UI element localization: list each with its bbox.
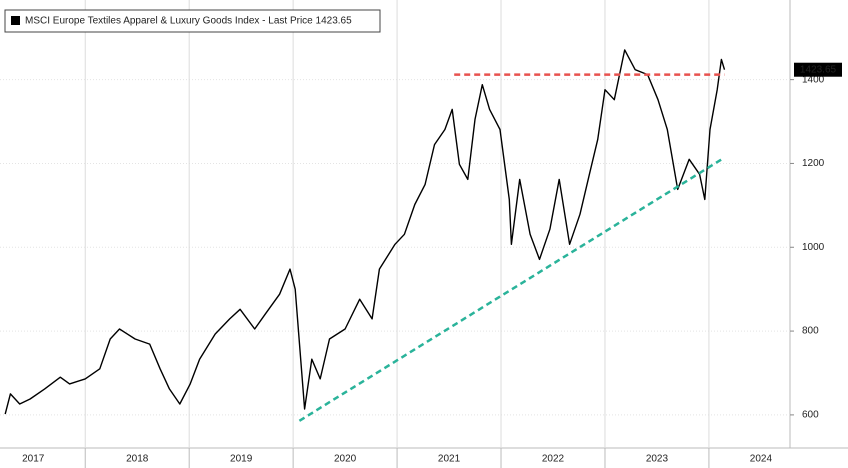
x-tick-label: 2018 — [126, 454, 149, 465]
legend-box — [4, 9, 381, 33]
legend-label: MSCI Europe Textiles Apparel & Luxury Go… — [25, 16, 352, 27]
y-tick-label: 1000 — [802, 242, 825, 253]
x-tick-label: 2024 — [750, 454, 773, 465]
last-price-tag — [794, 62, 842, 77]
x-tick-label: 2023 — [646, 454, 669, 465]
x-tick-label: 2017 — [22, 454, 45, 465]
last-price-label: 1423.65 — [800, 64, 837, 75]
x-tick-label: 2020 — [334, 454, 357, 465]
y-tick-label: 1400 — [802, 74, 825, 85]
legend-swatch — [11, 16, 20, 25]
y-tick-label: 800 — [802, 326, 819, 337]
y-tick-label: 600 — [802, 410, 819, 421]
x-tick-label: 2021 — [438, 454, 461, 465]
x-tick-label: 2022 — [542, 454, 565, 465]
y-tick-label: 1200 — [802, 158, 825, 169]
legend: MSCI Europe Textiles Apparel & Luxury Go… — [4, 9, 381, 33]
trend-line — [298, 156, 726, 422]
price-line — [4, 49, 726, 415]
x-tick-label: 2019 — [230, 454, 253, 465]
